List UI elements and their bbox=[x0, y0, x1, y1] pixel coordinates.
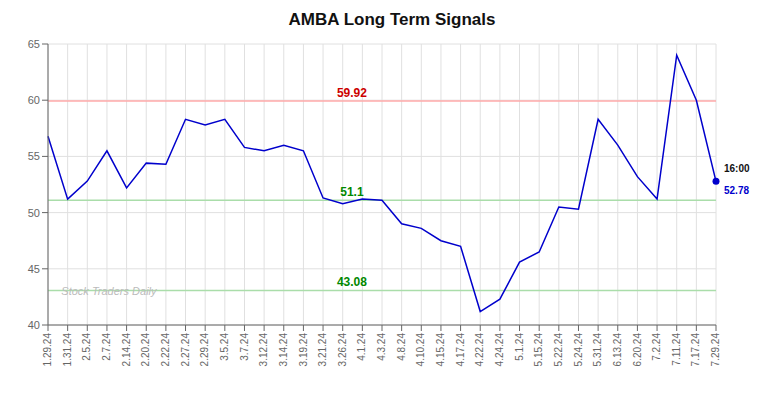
svg-text:52.78: 52.78 bbox=[724, 185, 749, 196]
svg-text:60: 60 bbox=[28, 94, 40, 106]
svg-text:3.14.24: 3.14.24 bbox=[278, 333, 289, 367]
svg-text:6.13.24: 6.13.24 bbox=[612, 333, 623, 367]
svg-text:4.10.24: 4.10.24 bbox=[415, 333, 426, 367]
svg-text:2.27.24: 2.27.24 bbox=[180, 333, 191, 367]
svg-text:2.22.24: 2.22.24 bbox=[160, 333, 171, 367]
svg-text:7.11.24: 7.11.24 bbox=[671, 333, 682, 366]
svg-text:3.21.24: 3.21.24 bbox=[317, 333, 328, 367]
svg-text:4.24.24: 4.24.24 bbox=[494, 333, 505, 367]
svg-text:7.29.24: 7.29.24 bbox=[710, 333, 721, 367]
svg-text:3.12.24: 3.12.24 bbox=[258, 333, 269, 367]
svg-text:55: 55 bbox=[28, 150, 40, 162]
svg-text:43.08: 43.08 bbox=[337, 275, 367, 289]
svg-text:2.14.24: 2.14.24 bbox=[121, 333, 132, 367]
svg-text:4.1.24: 4.1.24 bbox=[356, 333, 367, 361]
svg-text:4.22.24: 4.22.24 bbox=[474, 333, 485, 367]
svg-text:5.24.24: 5.24.24 bbox=[573, 333, 584, 367]
html-text:AMBA Long Term Signals: AMBA Long Term Signals bbox=[288, 10, 496, 29]
html-text:Stock Traders Daily: Stock Traders Daily bbox=[61, 284, 157, 297]
svg-text:5.15.24: 5.15.24 bbox=[533, 333, 544, 367]
svg-text:3.19.24: 3.19.24 bbox=[298, 333, 309, 367]
svg-text:4.17.24: 4.17.24 bbox=[455, 333, 466, 367]
svg-text:65: 65 bbox=[28, 38, 40, 50]
svg-text:2.29.24: 2.29.24 bbox=[199, 333, 210, 367]
svg-text:4.15.24: 4.15.24 bbox=[435, 333, 446, 367]
svg-text:4.8.24: 4.8.24 bbox=[396, 333, 407, 361]
svg-text:3.5.24: 3.5.24 bbox=[219, 333, 230, 361]
svg-text:1.31.24: 1.31.24 bbox=[62, 333, 73, 367]
svg-text:3.7.24: 3.7.24 bbox=[239, 333, 250, 361]
svg-text:51.1: 51.1 bbox=[340, 185, 364, 199]
svg-text:2.7.24: 2.7.24 bbox=[101, 333, 112, 361]
svg-text:5.31.24: 5.31.24 bbox=[592, 333, 603, 367]
svg-text:59.92: 59.92 bbox=[337, 86, 367, 100]
svg-text:45: 45 bbox=[28, 263, 40, 275]
svg-text:5.22.24: 5.22.24 bbox=[553, 333, 564, 367]
svg-text:3.26.24: 3.26.24 bbox=[337, 333, 348, 367]
svg-text:4.3.24: 4.3.24 bbox=[376, 333, 387, 361]
svg-text:40: 40 bbox=[28, 319, 40, 331]
svg-text:5.1.24: 5.1.24 bbox=[514, 333, 525, 361]
svg-text:1.29.24: 1.29.24 bbox=[42, 333, 53, 367]
svg-text:2.5.24: 2.5.24 bbox=[81, 333, 92, 361]
svg-text:50: 50 bbox=[28, 207, 40, 219]
svg-text:6.20.24: 6.20.24 bbox=[632, 333, 643, 367]
svg-text:2.20.24: 2.20.24 bbox=[140, 333, 151, 367]
svg-text:7.17.24: 7.17.24 bbox=[690, 333, 701, 367]
svg-text:7.2.24: 7.2.24 bbox=[651, 333, 662, 361]
svg-text:16:00: 16:00 bbox=[724, 163, 750, 174]
